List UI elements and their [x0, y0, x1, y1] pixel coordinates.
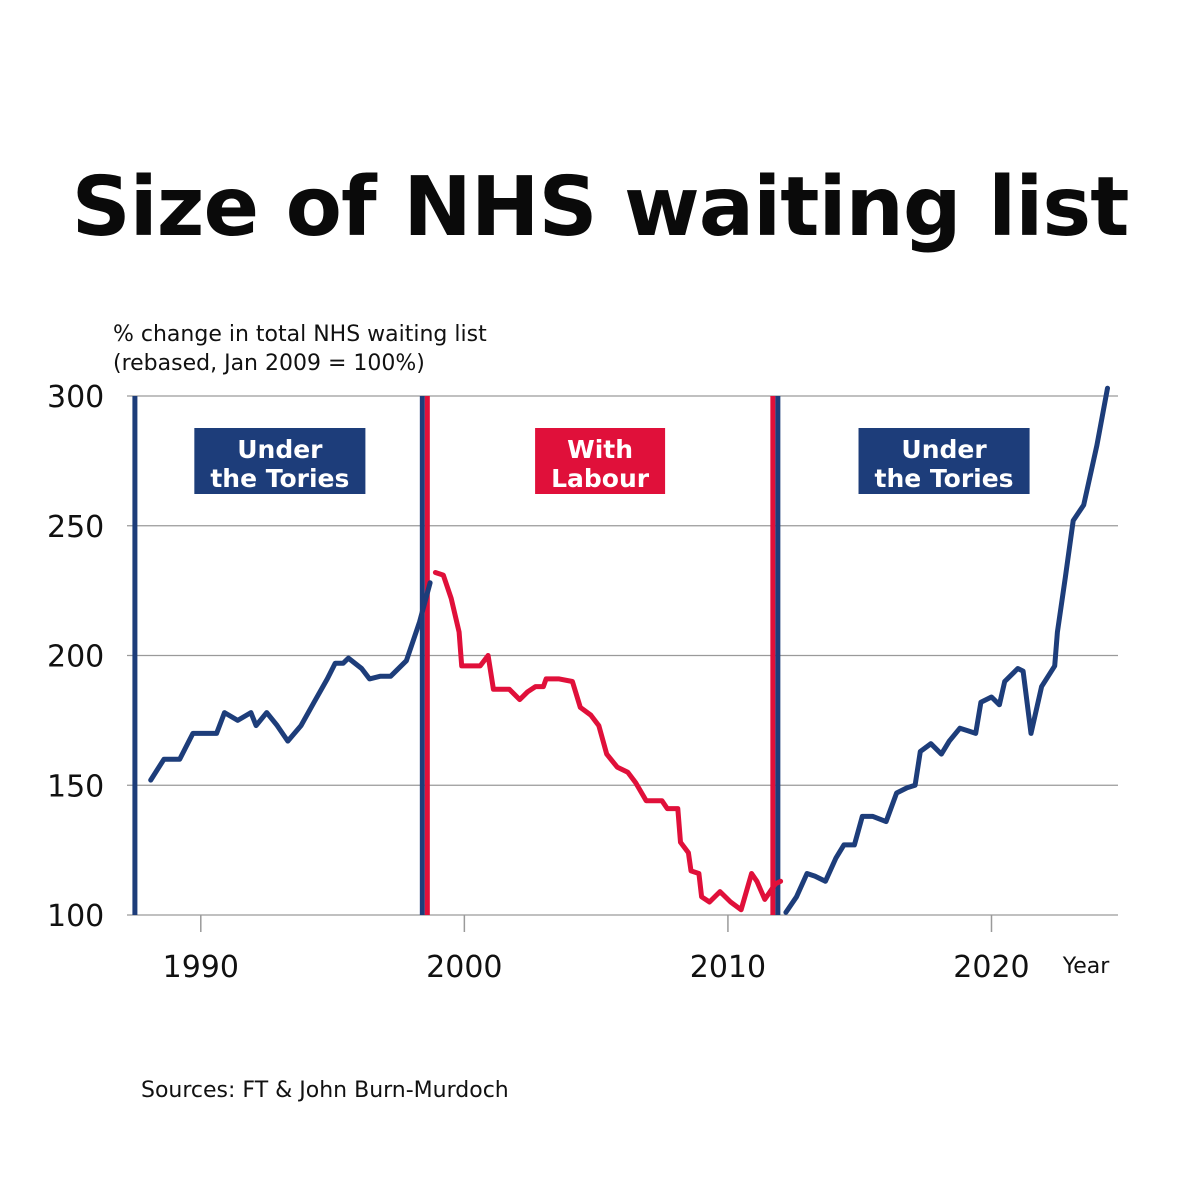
x-tick-label-1990: 1990 [163, 950, 239, 985]
period-label-box-2 [858, 428, 1030, 494]
y-tick-label-250: 250 [47, 510, 104, 545]
y-tick-label-300: 300 [47, 380, 104, 415]
period-label-box-1 [535, 428, 666, 494]
period-boundaries [132, 396, 781, 915]
x-axis: 1990 2000 2010 2020 Year [163, 915, 1111, 985]
period-label-0-line-1: Under [237, 435, 323, 464]
period-label-2-line-2: the Tories [875, 464, 1014, 493]
y-axis-ticks: 100 150 200 250 300 [47, 380, 104, 934]
period-label-0-line-2: the Tories [210, 464, 349, 493]
y-tick-label-100: 100 [47, 899, 104, 934]
y-tick-label-200: 200 [47, 640, 104, 675]
period-label-box-0 [194, 428, 366, 494]
y-axis-label-line-1: % change in total NHS waiting list [113, 322, 487, 347]
period-label-1-line-2: Labour [551, 464, 650, 493]
period-label-1-line-1: With [567, 435, 633, 464]
period-label-2-line-1: Under [901, 435, 987, 464]
source-note: Sources: FT & John Burn-Murdoch [141, 1078, 509, 1103]
y-tick-label-150: 150 [47, 769, 104, 804]
series-line-0 [148, 580, 433, 783]
y-axis-label: % change in total NHS waiting list (reba… [113, 320, 487, 378]
y-axis-label-line-2: (rebased, Jan 2009 = 100%) [113, 351, 425, 376]
series-line-2 [783, 385, 1110, 915]
x-axis-label: Year [1062, 954, 1111, 979]
x-tick-label-2000: 2000 [426, 950, 502, 985]
series-lines [148, 385, 1110, 915]
x-tick-label-2020: 2020 [953, 950, 1029, 985]
chart-title: Size of NHS waiting list [71, 160, 1130, 255]
gridlines [127, 395, 1118, 916]
series-line-1 [432, 570, 784, 913]
x-tick-label-2010: 2010 [690, 950, 766, 985]
